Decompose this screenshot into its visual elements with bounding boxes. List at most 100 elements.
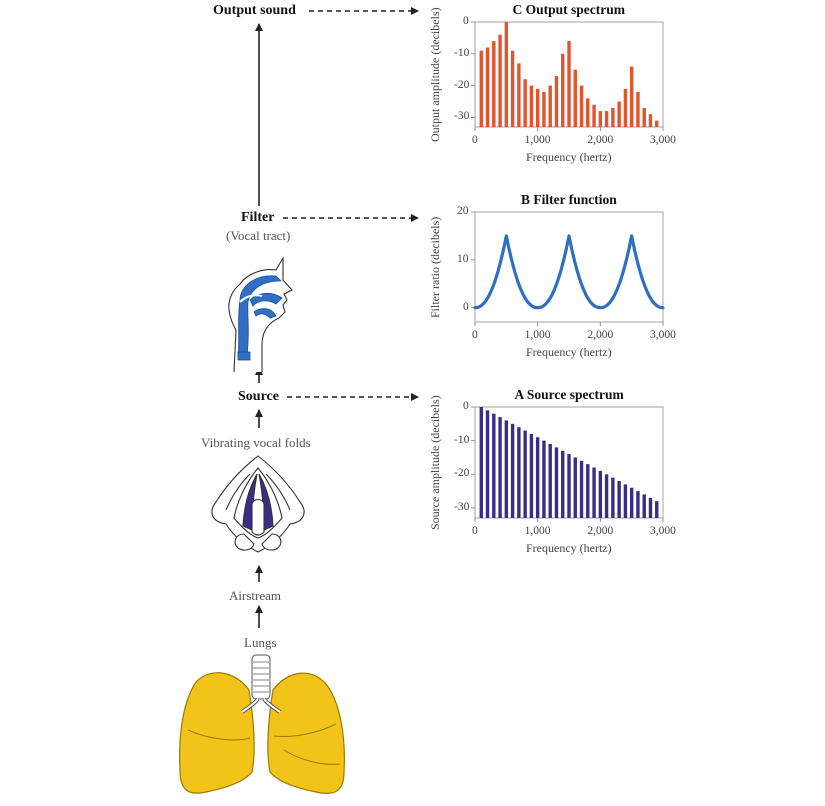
output-bar <box>485 47 490 127</box>
airstream-label: Airstream <box>229 588 281 603</box>
vocal-tract-icon <box>228 255 293 373</box>
output-bar <box>498 34 502 127</box>
source-bar <box>611 477 615 518</box>
output-bar <box>479 50 483 127</box>
output-xtick-label: 2,000 <box>587 134 614 146</box>
filter-series-line <box>473 234 665 310</box>
source-bar <box>523 430 527 518</box>
output-xtick-label: 1,000 <box>524 134 551 146</box>
source-bar <box>517 427 521 518</box>
source-bar <box>579 460 584 518</box>
output-bar <box>548 85 552 127</box>
source-bar <box>592 467 596 518</box>
source-bar <box>485 410 490 518</box>
source-ytick-label: -30 <box>454 500 470 513</box>
source-ytick-label: 0 <box>463 400 469 412</box>
lungs-icon <box>179 654 345 794</box>
output-chart-title: C Output spectrum <box>512 2 626 17</box>
source-bar <box>492 413 496 518</box>
filter-function-chart <box>471 211 665 326</box>
filter-ytick-label: 20 <box>457 205 469 217</box>
output-bar <box>510 50 515 127</box>
filter-xtick-label: 2,000 <box>587 329 614 341</box>
source-bar <box>636 491 640 518</box>
vocal-tract-label: (Vocal tract) <box>226 228 291 243</box>
output-bar <box>648 114 653 127</box>
output-bar <box>629 66 634 127</box>
vibrating-vocal-folds-label: Vibrating vocal folds <box>201 435 311 450</box>
output-ytick-label: -10 <box>454 46 470 59</box>
filter-xtick-label: 0 <box>472 329 478 341</box>
output-sound-label: Output sound <box>213 3 296 18</box>
output-bar <box>535 88 540 127</box>
output-bar <box>611 107 615 127</box>
filter-chart-title: B Filter function <box>521 192 617 207</box>
filter-xtick-label: 3,000 <box>650 329 676 341</box>
output-ytick-label: 0 <box>463 15 469 27</box>
output-bar <box>617 101 621 127</box>
filter-ytick-label: 10 <box>457 252 469 265</box>
source-xtick-label: 2,000 <box>587 525 614 537</box>
source-spectrum-chart <box>471 406 664 522</box>
output-y-axis-label: Output amplitude (decibels) <box>428 7 442 142</box>
output-bar <box>517 63 521 127</box>
source-xtick-label: 1,000 <box>524 525 551 537</box>
source-bar <box>617 481 621 518</box>
filter-label: Filter <box>241 210 275 225</box>
source-bar <box>554 447 559 518</box>
source-ytick-label: -20 <box>454 467 470 480</box>
source-bar <box>548 444 552 518</box>
source-bar <box>604 474 609 518</box>
source-bar <box>629 487 634 518</box>
output-bar <box>636 92 640 127</box>
source-ytick-label: -10 <box>454 433 470 446</box>
filter-xtick-label: 1,000 <box>524 329 551 341</box>
source-y-axis-label: Source amplitude (decibels) <box>428 395 442 530</box>
filter-x-axis-label: Frequency (hertz) <box>526 345 612 359</box>
source-bar <box>623 484 628 518</box>
output-bar <box>542 92 546 127</box>
source-label: Source <box>238 389 279 404</box>
output-bar <box>492 41 496 127</box>
output-bar <box>554 76 559 127</box>
output-ytick-label: -30 <box>454 110 470 123</box>
output-bar <box>529 85 534 127</box>
source-bar <box>542 440 546 518</box>
output-bar <box>561 53 565 128</box>
output-ytick-label: -20 <box>454 78 470 91</box>
filter-ytick-label: 0 <box>463 300 469 313</box>
output-bar <box>504 22 509 127</box>
source-bar <box>567 454 571 518</box>
output-bar <box>586 98 590 127</box>
source-bar <box>655 501 659 518</box>
filter-y-axis-label: Filter ratio (decibels) <box>428 216 442 318</box>
source-xtick-label: 3,000 <box>650 525 676 537</box>
output-bar <box>579 85 584 127</box>
output-spectrum-chart <box>471 21 664 131</box>
lungs-label: Lungs <box>244 635 277 650</box>
source-bar <box>529 433 534 518</box>
source-bar <box>479 407 483 518</box>
output-bar <box>592 104 596 127</box>
output-xtick-label: 0 <box>472 134 478 146</box>
source-bar <box>561 450 565 518</box>
vocal-folds-icon <box>211 455 305 553</box>
source-bar <box>586 464 590 518</box>
output-bar <box>655 120 659 127</box>
source-chart-title: A Source spectrum <box>514 387 624 402</box>
source-bar <box>498 417 502 518</box>
output-x-axis-label: Frequency (hertz) <box>526 150 612 164</box>
source-bar <box>642 494 646 518</box>
source-bar <box>504 420 509 518</box>
dashed-connectors <box>283 7 419 401</box>
filter-plot-frame <box>474 211 664 323</box>
output-bar <box>623 88 628 127</box>
output-bar <box>598 111 603 127</box>
output-xtick-label: 3,000 <box>650 134 676 146</box>
source-bar <box>510 423 515 518</box>
output-bar <box>573 69 577 127</box>
source-bar <box>598 470 603 518</box>
source-bar <box>648 497 653 518</box>
